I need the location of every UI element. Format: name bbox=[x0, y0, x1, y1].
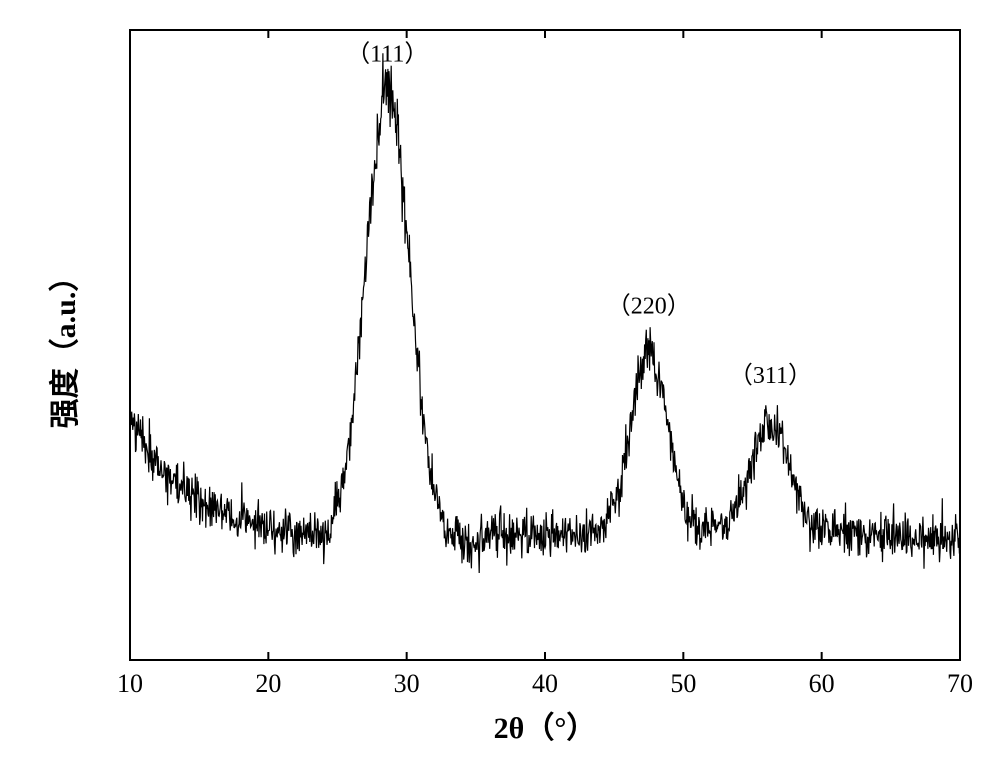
peak-label: （311） bbox=[729, 363, 812, 389]
chart-svg: 10 20 30 40 50 60 70 2θ（°） 强度（a.u.） （111） （220） （31… bbox=[0, 0, 1000, 774]
x-tick-label: 40 bbox=[532, 669, 558, 698]
peak-label: （220） bbox=[607, 294, 691, 320]
plot-frame bbox=[130, 30, 960, 660]
xrd-trace bbox=[130, 53, 960, 573]
x-tick-label: 30 bbox=[394, 669, 420, 698]
peak-label: （111） bbox=[346, 42, 428, 68]
x-tick-label: 70 bbox=[947, 669, 973, 698]
x-tick-label: 60 bbox=[809, 669, 835, 698]
x-tick-label: 10 bbox=[117, 669, 143, 698]
x-tick-label: 20 bbox=[255, 669, 281, 698]
x-axis-label: 2θ（°） bbox=[494, 711, 597, 745]
xrd-chart: 10 20 30 40 50 60 70 2θ（°） 强度（a.u.） （111） （220） （31… bbox=[0, 0, 1000, 774]
y-axis-label: 强度（a.u.） bbox=[48, 262, 82, 429]
x-tick-label: 50 bbox=[670, 669, 696, 698]
